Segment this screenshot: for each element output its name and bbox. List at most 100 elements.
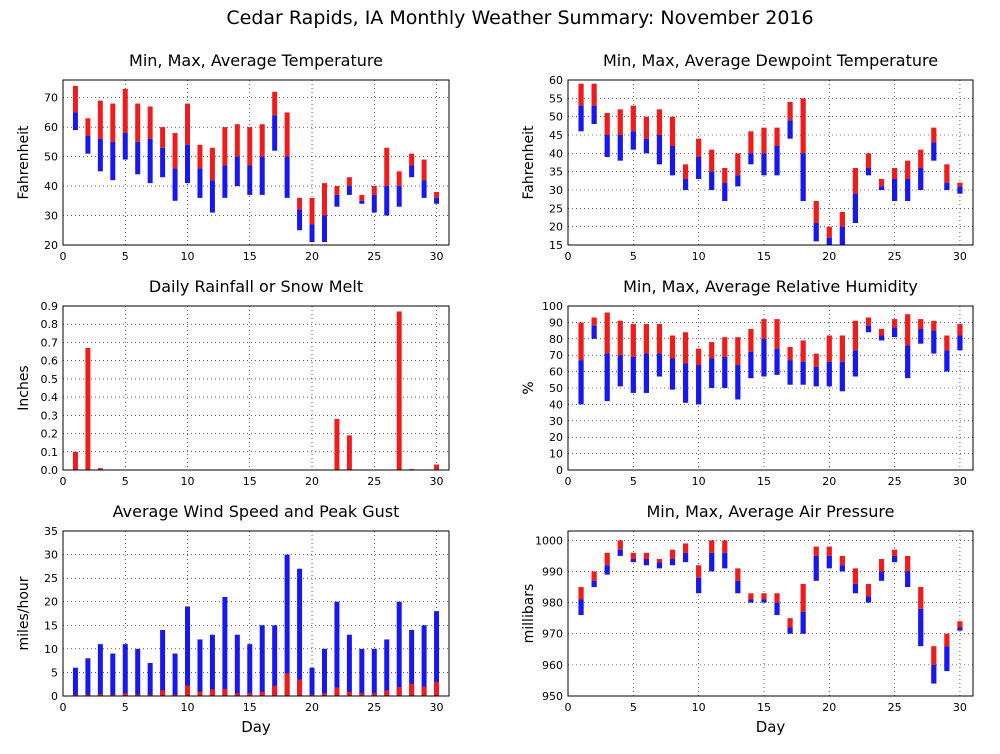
max-bar [878,328,885,336]
gust-bar [384,639,390,696]
wind-speed-bar [209,689,215,696]
max-bar [957,324,963,336]
min-bar [800,361,806,385]
min-bar [682,363,689,403]
y-axis-label: millibars [521,584,537,644]
min-bar [147,138,153,184]
min-bar [346,186,352,195]
max-bar [944,335,950,351]
min-bar [878,186,885,190]
x-tick-label: 15 [243,250,257,263]
x-tick-label: 10 [181,250,195,263]
max-bar [696,348,702,366]
max-bar [110,103,116,142]
y-tick-label: 50 [549,382,563,395]
min-bar [931,142,937,161]
min-bar [944,646,950,672]
min-bar [800,611,806,634]
bar-group [72,85,440,243]
max-bar [669,335,676,359]
min-bar [735,175,741,187]
max-bar [630,324,636,357]
y-tick-label: 55 [549,92,563,105]
min-bar [656,135,663,165]
max-bar [669,116,676,146]
gust-bar [85,658,91,696]
x-tick-label: 20 [822,701,836,714]
min-bar [309,224,315,243]
max-bar [892,168,898,179]
max-bar [682,543,689,553]
max-bar [630,552,636,560]
max-bar [735,568,741,581]
x-tick-label: 25 [367,701,381,714]
min-bar [944,182,950,190]
y-tick-label: 90 [549,316,563,329]
chart-title: Min, Max, Average Air Pressure [647,502,895,521]
wind-speed-bar [122,693,128,696]
min-bar [122,133,128,160]
wind-speed-bar [110,694,116,696]
wind-speed-bar [384,690,390,696]
y-tick-label: 0.4 [41,391,59,404]
x-tick-label: 15 [757,250,771,263]
min-bar [259,156,265,195]
y-axis-label: Fahrenheit [521,125,537,200]
min-bar [774,146,780,176]
max-bar [813,546,819,556]
max-bar [172,133,178,169]
x-tick-label: 0 [60,701,67,714]
max-bar [682,164,689,179]
max-bar [735,337,741,366]
min-bar [735,580,741,594]
y-tick-label: 0.6 [41,355,59,368]
max-bar [617,109,623,135]
y-tick-label: 45 [549,129,563,142]
max-bar [247,127,253,166]
max-bar [578,322,584,361]
max-bar [892,319,898,328]
rain-bar [97,468,103,470]
min-bar [591,325,597,339]
min-bar [709,171,715,190]
y-tick-label: 60 [549,366,563,379]
min-bar [918,328,924,344]
plot-frame [62,79,450,246]
gust-bar [72,667,78,696]
max-bar [748,593,754,600]
gust-bar [185,606,191,696]
y-tick-label: 990 [542,565,563,578]
y-tick-label: 0.0 [41,464,59,477]
min-bar [774,602,780,616]
gust-bar [97,644,103,696]
max-bar [604,113,610,135]
max-bar [421,159,427,181]
min-bar [957,627,963,631]
min-bar [918,608,924,647]
chart-dewpoint: Min, Max, Average Dewpoint Temperature 15… [521,51,974,263]
min-bar [905,571,911,588]
min-bar [578,599,584,616]
y-tick-label: 25 [44,572,58,585]
min-bar [591,105,597,124]
max-bar [591,571,597,581]
y-tick-label: 0.5 [41,373,59,386]
max-bar [944,164,950,183]
min-bar [604,565,610,575]
wind-speed-bar [172,694,178,696]
max-bar [578,587,584,600]
x-tick-label: 0 [60,475,67,488]
min-bar [421,180,427,198]
y-tick-label: 25 [549,202,563,215]
x-tick-label: 5 [122,250,129,263]
min-bar [682,552,689,563]
plot-frame [62,305,450,471]
bar-group [72,311,440,470]
max-bar [800,98,806,154]
min-bar [748,153,754,165]
chart-title: Min, Max, Average Dewpoint Temperature [603,51,938,70]
min-bar [696,365,702,405]
min-bar [774,348,780,375]
min-bar [135,141,141,175]
